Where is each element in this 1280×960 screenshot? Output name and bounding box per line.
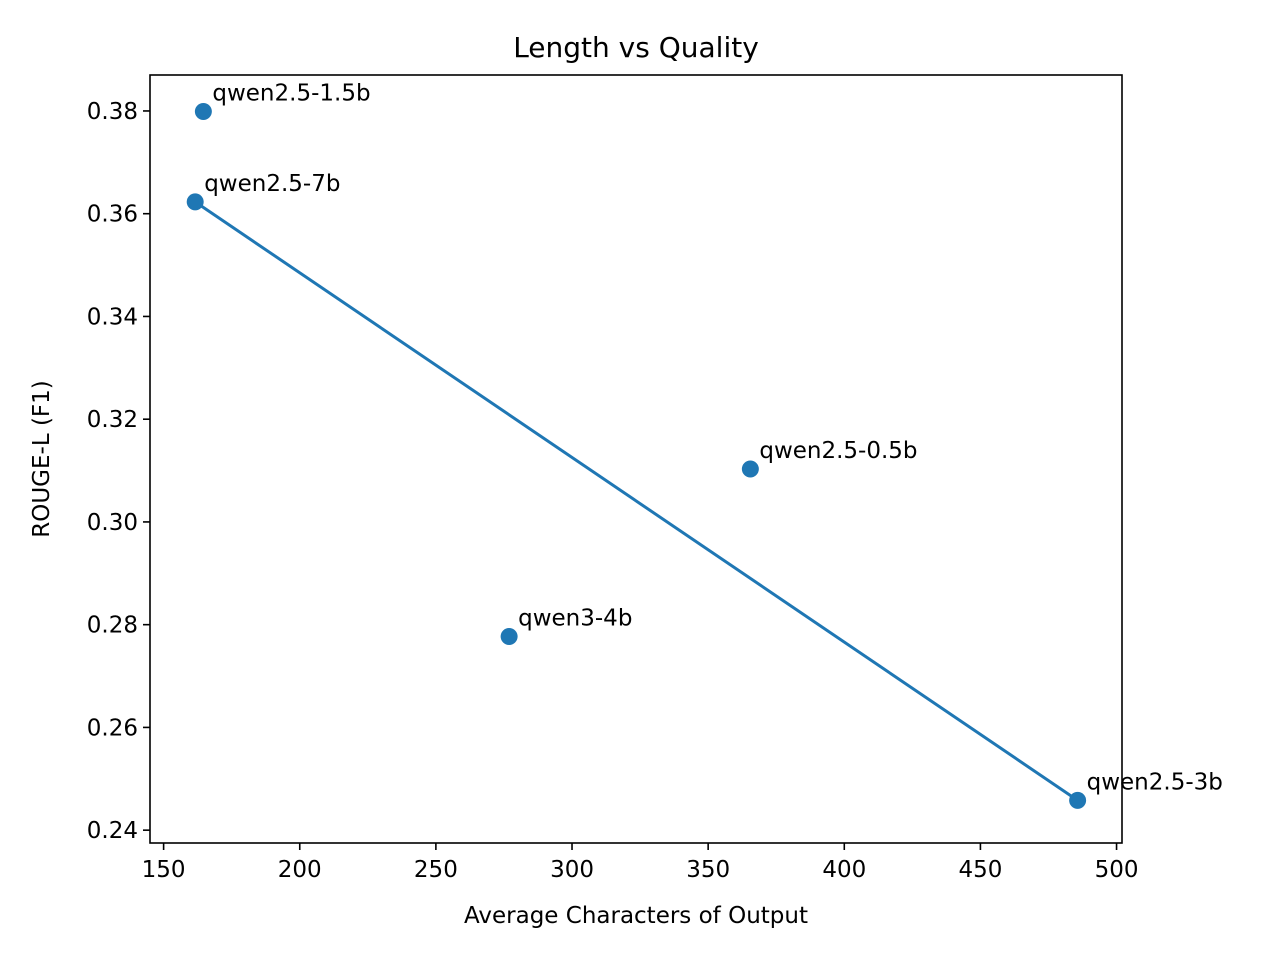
x-tick-label: 350 bbox=[686, 857, 730, 883]
plot-area: qwen2.5-1.5b qwen2.5-7b qwen2.5-0.5b qwen3-… bbox=[186, 80, 1223, 809]
x-tick-label: 250 bbox=[414, 857, 458, 883]
y-tick-label: 0.36 bbox=[87, 202, 138, 228]
y-tick-label: 0.28 bbox=[87, 613, 138, 639]
trend-line bbox=[194, 200, 1079, 802]
data-point-label: qwen2.5-1.5b bbox=[212, 80, 370, 106]
y-tick-label: 0.26 bbox=[87, 715, 138, 741]
x-axis-label: Average Characters of Output bbox=[464, 903, 808, 929]
y-tick-label: 0.24 bbox=[87, 818, 138, 844]
data-point-label: qwen2.5-7b bbox=[204, 171, 340, 197]
y-axis-label: ROUGE-L (F1) bbox=[29, 380, 55, 538]
data-point bbox=[741, 460, 759, 478]
x-axis: 150 200 250 300 350 400 450 500 bbox=[142, 843, 1139, 883]
y-tick-label: 0.34 bbox=[87, 304, 138, 330]
x-tick-label: 400 bbox=[822, 857, 866, 883]
data-point bbox=[500, 627, 518, 645]
x-tick-label: 500 bbox=[1095, 857, 1139, 883]
data-point-label: qwen2.5-0.5b bbox=[759, 438, 917, 464]
plot-frame bbox=[149, 74, 1123, 844]
y-axis: 0.24 0.26 0.28 0.30 0.32 0.34 0.36 0.38 bbox=[87, 99, 150, 844]
x-tick-label: 300 bbox=[550, 857, 594, 883]
data-point-label: qwen2.5-3b bbox=[1087, 769, 1223, 795]
x-tick-label: 450 bbox=[958, 857, 1002, 883]
y-tick-label: 0.32 bbox=[87, 407, 138, 433]
data-point bbox=[194, 102, 212, 120]
x-tick-label: 150 bbox=[142, 857, 186, 883]
data-point-label: qwen3-4b bbox=[518, 605, 632, 631]
chart-title: Length vs Quality bbox=[513, 31, 759, 64]
y-tick-label: 0.30 bbox=[87, 510, 138, 536]
x-tick-label: 200 bbox=[278, 857, 322, 883]
data-point bbox=[1069, 791, 1087, 809]
data-point bbox=[186, 193, 204, 211]
y-tick-label: 0.38 bbox=[87, 99, 138, 125]
